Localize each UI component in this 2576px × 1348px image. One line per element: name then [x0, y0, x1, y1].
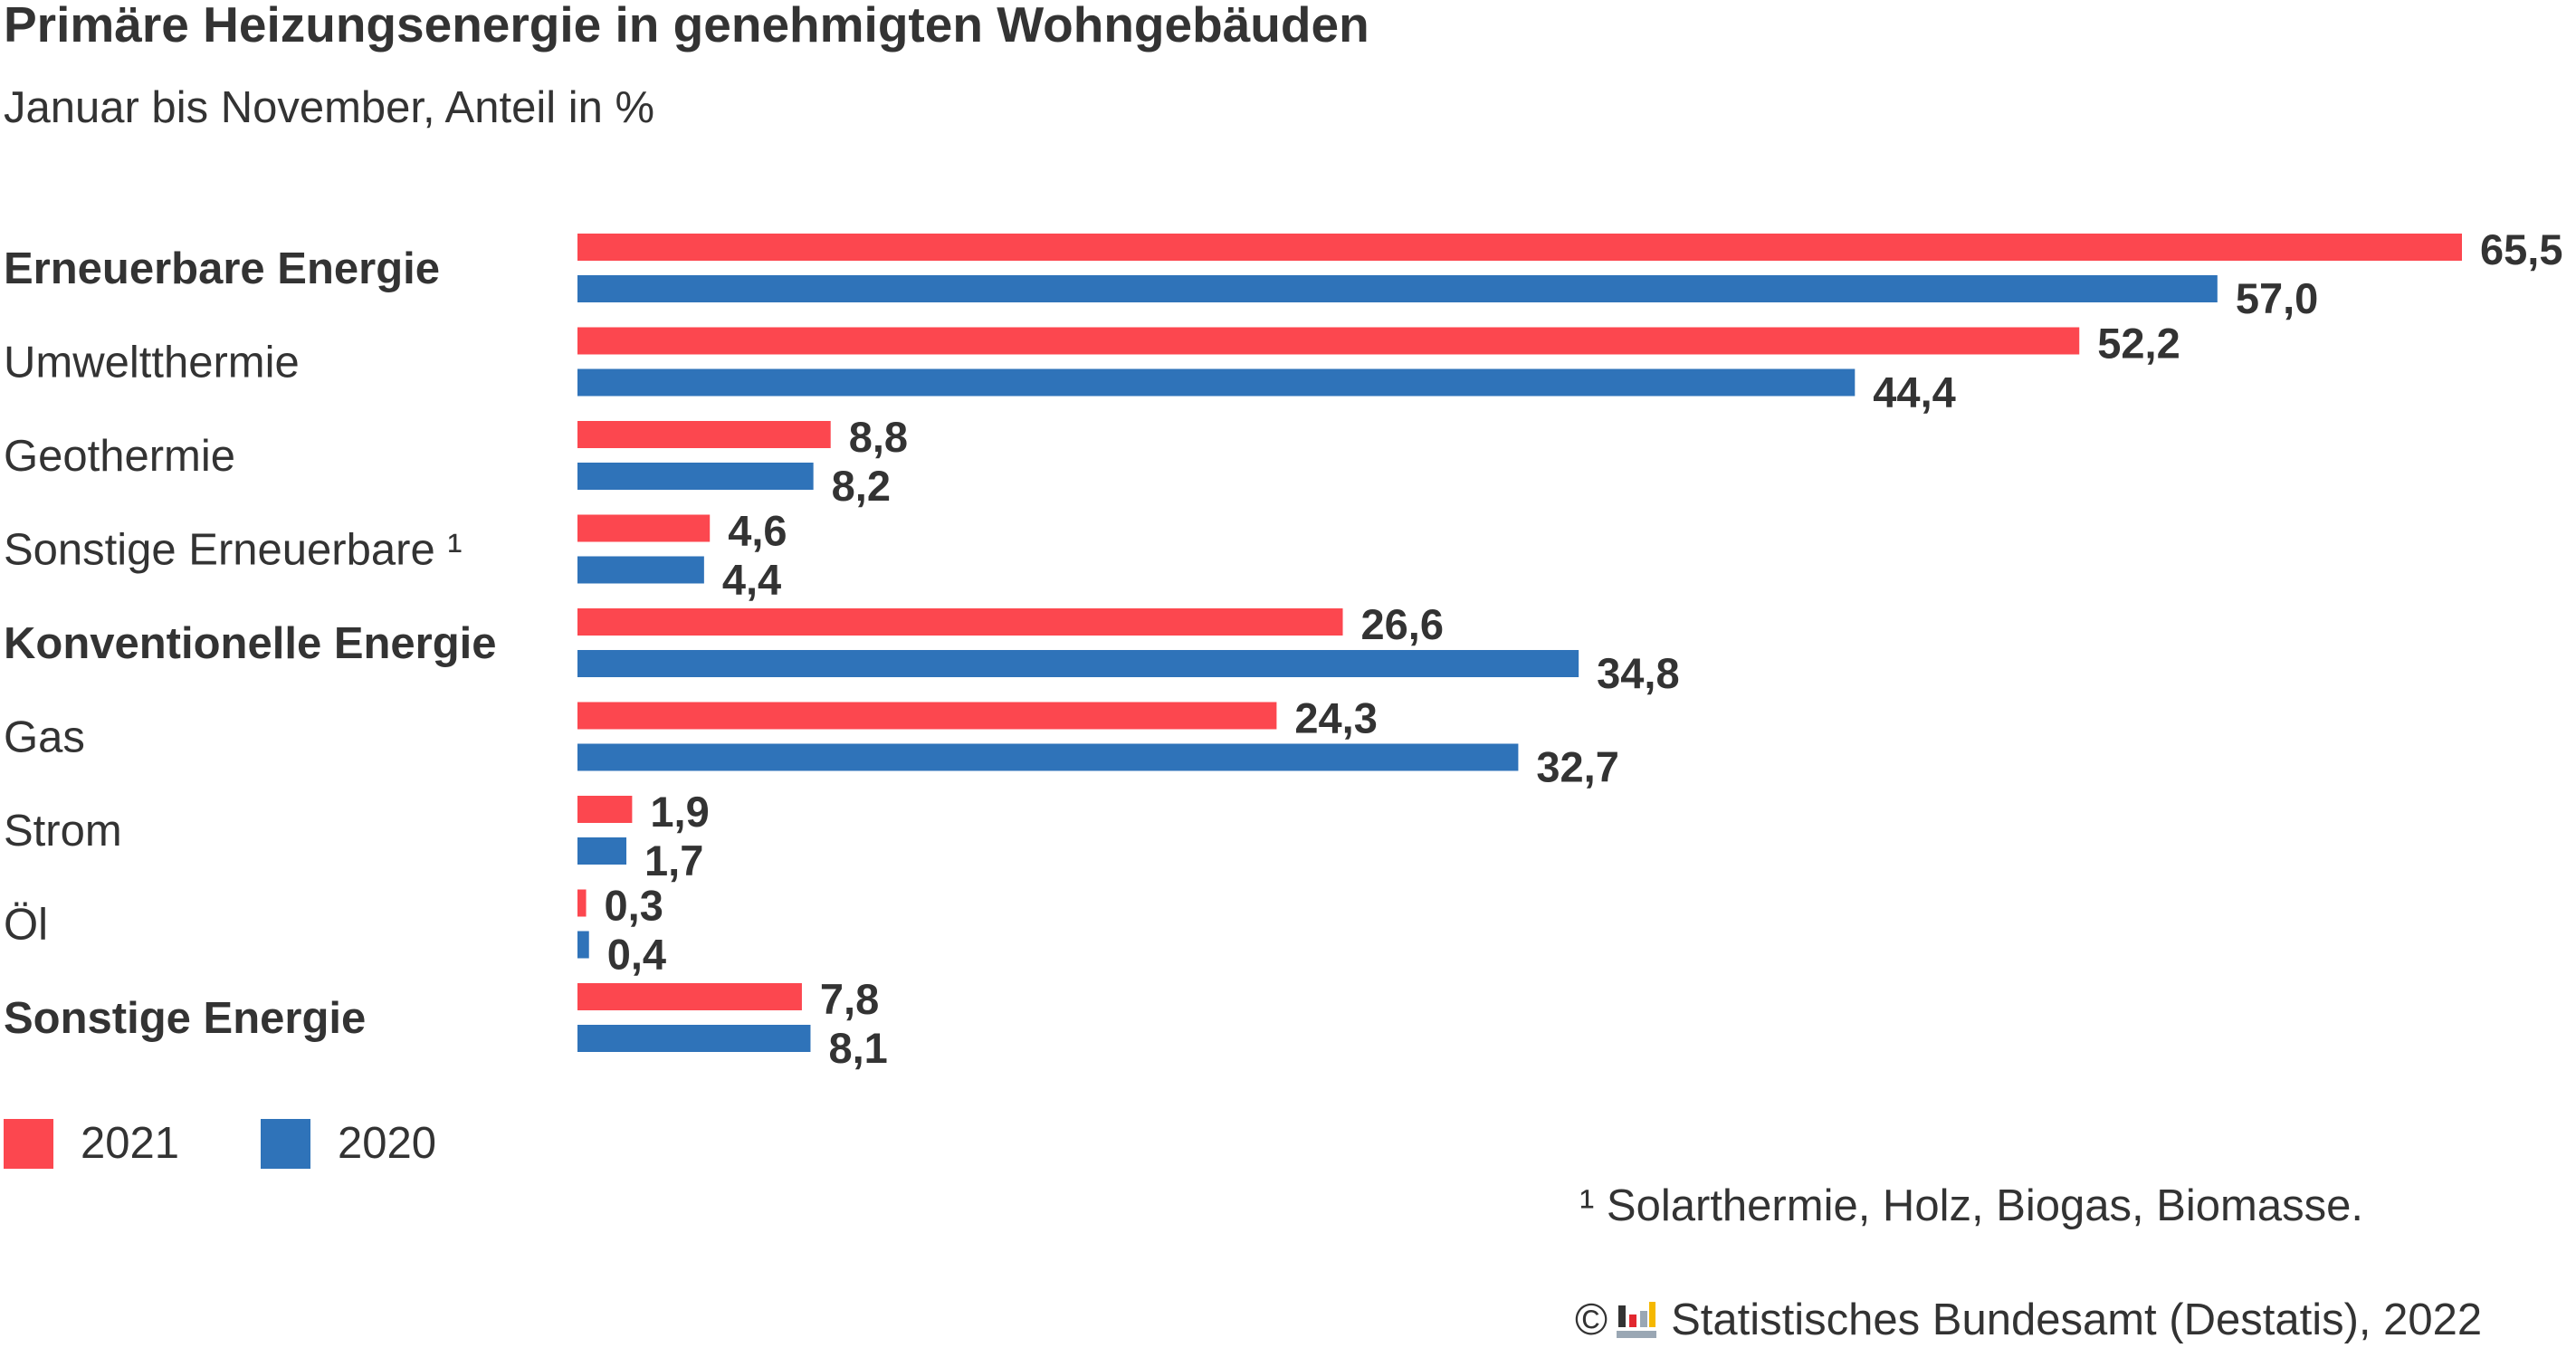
value-label-2021-3: 8,8 — [849, 413, 908, 461]
category-label-5: Konventionelle Energie — [4, 619, 497, 668]
bar-2020-3 — [577, 463, 814, 490]
bar-2021-2 — [577, 327, 2080, 355]
bar-2020-8 — [577, 931, 589, 959]
value-label-2021-8: 0,3 — [605, 882, 663, 930]
category-label-3: Geothermie — [4, 432, 235, 481]
bar-2020-7 — [577, 837, 627, 865]
legend-swatch-2020 — [261, 1119, 311, 1169]
category-label-4: Sonstige Erneuerbare ¹ — [4, 526, 463, 575]
legend-swatch-2021 — [4, 1119, 53, 1169]
bar-2020-9 — [577, 1025, 811, 1052]
category-label-6: Gas — [4, 713, 85, 762]
bar-2021-1 — [577, 234, 2462, 261]
source-text: Statistisches Bundesamt (Destatis), 2022 — [1671, 1295, 2483, 1344]
bar-2021-5 — [577, 608, 1343, 636]
legend-item-2020: 2020 — [261, 1119, 436, 1169]
bar-2021-7 — [577, 796, 633, 823]
bar-2020-6 — [577, 743, 1519, 771]
bar-2020-5 — [577, 650, 1579, 677]
legend-label-2020: 2020 — [338, 1119, 437, 1168]
bar-2020-2 — [577, 368, 1856, 397]
bar-2021-9 — [577, 983, 802, 1010]
destatis-logo-icon — [1617, 1302, 1657, 1338]
value-label-2021-6: 24,3 — [1294, 694, 1377, 742]
chart-subtitle: Januar bis November, Anteil in % — [4, 83, 655, 132]
value-label-2020-2: 44,4 — [1873, 368, 1955, 416]
bar-2020-1 — [577, 275, 2218, 302]
category-label-1: Erneuerbare Energie — [4, 244, 440, 293]
bar-2021-6 — [577, 702, 1277, 730]
bar-2021-4 — [577, 514, 711, 542]
bar-2020-4 — [577, 556, 704, 584]
value-label-2021-5: 26,6 — [1361, 600, 1444, 648]
category-label-2: Umweltthermie — [4, 339, 300, 387]
value-label-2020-6: 32,7 — [1536, 743, 1618, 791]
footnote: ¹ Solarthermie, Holz, Biogas, Biomasse. — [1579, 1181, 2363, 1230]
legend-label-2021: 2021 — [81, 1119, 180, 1168]
source-line: © Statistisches Bundesamt (Destatis), 20… — [1575, 1293, 2482, 1347]
copyright-symbol: © — [1575, 1295, 1608, 1344]
bar-2021-8 — [577, 889, 587, 917]
category-label-9: Sonstige Energie — [4, 994, 366, 1043]
value-label-2021-1: 65,5 — [2480, 225, 2562, 273]
value-label-2021-4: 4,6 — [728, 507, 787, 555]
legend-item-2021: 2021 — [4, 1119, 179, 1169]
category-label-7: Strom — [4, 807, 122, 856]
value-label-2020-9: 8,1 — [828, 1024, 887, 1072]
value-label-2021-7: 1,9 — [650, 788, 709, 836]
value-label-2020-3: 8,2 — [832, 462, 891, 510]
chart-title: Primäre Heizungsenergie in genehmigten W… — [4, 0, 1369, 53]
bar-2021-3 — [577, 421, 831, 448]
value-label-2020-5: 34,8 — [1597, 649, 1679, 697]
chart-legend: 2021 2020 — [4, 1119, 518, 1169]
value-label-2021-2: 52,2 — [2097, 320, 2180, 368]
value-label-2020-4: 4,4 — [722, 556, 781, 604]
value-label-2020-7: 1,7 — [644, 837, 703, 884]
value-label-2020-8: 0,4 — [607, 931, 666, 979]
bar-chart: Erneuerbare Energie 65,5 57,0 Umweltthermie… — [4, 225, 2562, 1072]
value-label-2021-9: 7,8 — [820, 975, 879, 1023]
value-label-2020-1: 57,0 — [2236, 274, 2318, 322]
category-label-8: Öl — [4, 901, 48, 950]
